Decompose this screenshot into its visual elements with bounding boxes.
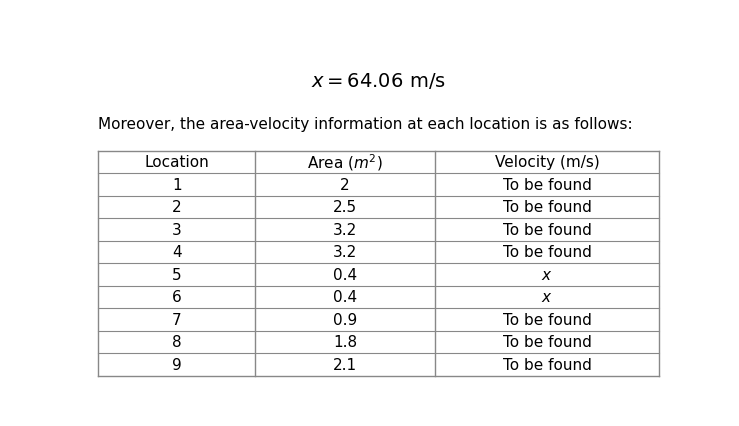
Text: Location: Location xyxy=(144,155,209,170)
Text: Area ($m^2$): Area ($m^2$) xyxy=(307,152,383,173)
Text: 0.4: 0.4 xyxy=(333,290,357,305)
Text: 5: 5 xyxy=(172,267,182,282)
Text: Velocity (m/s): Velocity (m/s) xyxy=(494,155,599,170)
Text: To be found: To be found xyxy=(503,200,591,215)
Text: 1.8: 1.8 xyxy=(333,335,357,350)
Text: 0.4: 0.4 xyxy=(333,267,357,282)
Text: 6: 6 xyxy=(171,290,182,305)
Text: To be found: To be found xyxy=(503,222,591,237)
Text: $x = 64.06\ \mathrm{m/s}$: $x = 64.06\ \mathrm{m/s}$ xyxy=(311,71,446,91)
Text: To be found: To be found xyxy=(503,357,591,372)
Text: 9: 9 xyxy=(171,357,182,372)
Text: 1: 1 xyxy=(172,177,182,193)
Text: $x$: $x$ xyxy=(542,290,553,305)
Text: 7: 7 xyxy=(172,312,182,327)
Text: 2.5: 2.5 xyxy=(333,200,357,215)
Text: 8: 8 xyxy=(172,335,182,350)
Text: To be found: To be found xyxy=(503,335,591,350)
Text: 3: 3 xyxy=(171,222,182,237)
Text: 2.1: 2.1 xyxy=(333,357,357,372)
Text: $x$: $x$ xyxy=(542,267,553,282)
Text: 0.9: 0.9 xyxy=(333,312,357,327)
Text: To be found: To be found xyxy=(503,245,591,260)
Text: 4: 4 xyxy=(172,245,182,260)
Text: 2: 2 xyxy=(340,177,350,193)
Text: 2: 2 xyxy=(172,200,182,215)
Text: 3.2: 3.2 xyxy=(333,245,357,260)
Text: Moreover, the area-velocity information at each location is as follows:: Moreover, the area-velocity information … xyxy=(98,117,633,132)
Text: To be found: To be found xyxy=(503,312,591,327)
Text: To be found: To be found xyxy=(503,177,591,193)
Text: 3.2: 3.2 xyxy=(333,222,357,237)
